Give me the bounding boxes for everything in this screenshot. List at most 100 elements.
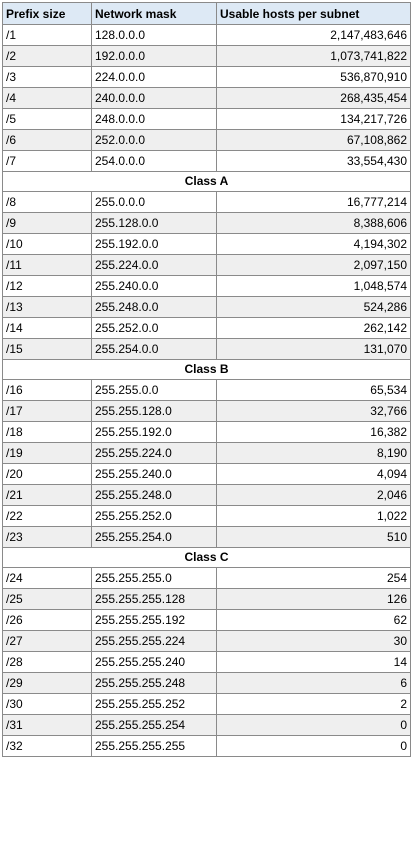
header-row: Prefix size Network mask Usable hosts pe… <box>2 2 411 25</box>
network-mask-cell: 240.0.0.0 <box>91 87 217 109</box>
usable-hosts-cell: 524,286 <box>216 296 411 318</box>
table-row: /6 252.0.0.0 67,108,862 <box>2 129 411 151</box>
prefix-size-cell: /28 <box>2 651 92 673</box>
network-mask-cell: 255.255.255.128 <box>91 588 217 610</box>
usable-hosts-cell: 2 <box>216 693 411 715</box>
prefix-size-cell: /10 <box>2 233 92 255</box>
prefix-size-cell: /14 <box>2 317 92 339</box>
usable-hosts-cell: 6 <box>216 672 411 694</box>
prefix-size-cell: /7 <box>2 150 92 172</box>
network-mask-cell: 255.255.254.0 <box>91 526 217 548</box>
prefix-size-cell: /13 <box>2 296 92 318</box>
class-label: Class C <box>2 547 411 568</box>
header-network-mask: Network mask <box>91 2 217 25</box>
network-mask-cell: 255.255.252.0 <box>91 505 217 527</box>
usable-hosts-cell: 1,073,741,822 <box>216 45 411 67</box>
network-mask-cell: 255.254.0.0 <box>91 338 217 360</box>
class-label: Class B <box>2 359 411 380</box>
prefix-size-cell: /20 <box>2 463 92 485</box>
prefix-size-cell: /8 <box>2 191 92 213</box>
table-row: /12 255.240.0.0 1,048,574 <box>2 275 411 297</box>
table-body: /1 128.0.0.0 2,147,483,646/2 192.0.0.0 1,073… <box>2 24 411 757</box>
usable-hosts-cell: 1,048,574 <box>216 275 411 297</box>
prefix-size-cell: /3 <box>2 66 92 88</box>
usable-hosts-cell: 16,777,214 <box>216 191 411 213</box>
network-mask-cell: 255.224.0.0 <box>91 254 217 276</box>
table-header: Prefix size Network mask Usable hosts pe… <box>2 2 411 25</box>
network-mask-cell: 255.255.248.0 <box>91 484 217 506</box>
usable-hosts-cell: 268,435,454 <box>216 87 411 109</box>
header-usable-hosts: Usable hosts per subnet <box>216 2 411 25</box>
table-row: /11 255.224.0.0 2,097,150 <box>2 254 411 276</box>
network-mask-cell: 255.0.0.0 <box>91 191 217 213</box>
prefix-size-cell: /29 <box>2 672 92 694</box>
table-row: /13 255.248.0.0 524,286 <box>2 296 411 318</box>
class-label: Class A <box>2 171 411 192</box>
prefix-size-cell: /30 <box>2 693 92 715</box>
table-row: /28 255.255.255.240 14 <box>2 651 411 673</box>
table-row: /32 255.255.255.255 0 <box>2 735 411 757</box>
table-row: /21 255.255.248.0 2,046 <box>2 484 411 506</box>
table-row: /26 255.255.255.192 62 <box>2 609 411 631</box>
network-mask-cell: 255.255.255.192 <box>91 609 217 631</box>
table-row: /20 255.255.240.0 4,094 <box>2 463 411 485</box>
network-mask-cell: 255.192.0.0 <box>91 233 217 255</box>
prefix-size-cell: /17 <box>2 400 92 422</box>
usable-hosts-cell: 0 <box>216 735 411 757</box>
table-row: /30 255.255.255.252 2 <box>2 693 411 715</box>
network-mask-cell: 255.240.0.0 <box>91 275 217 297</box>
network-mask-cell: 192.0.0.0 <box>91 45 217 67</box>
usable-hosts-cell: 4,194,302 <box>216 233 411 255</box>
usable-hosts-cell: 30 <box>216 630 411 652</box>
table-row: /24 255.255.255.0 254 <box>2 567 411 589</box>
usable-hosts-cell: 2,147,483,646 <box>216 24 411 46</box>
usable-hosts-cell: 254 <box>216 567 411 589</box>
usable-hosts-cell: 65,534 <box>216 379 411 401</box>
usable-hosts-cell: 1,022 <box>216 505 411 527</box>
prefix-size-cell: /27 <box>2 630 92 652</box>
page: Prefix size Network mask Usable hosts pe… <box>2 2 411 757</box>
usable-hosts-cell: 262,142 <box>216 317 411 339</box>
usable-hosts-cell: 8,388,606 <box>216 212 411 234</box>
class-label-row: Class B <box>2 359 411 380</box>
usable-hosts-cell: 134,217,726 <box>216 108 411 130</box>
table-row: /9 255.128.0.0 8,388,606 <box>2 212 411 234</box>
usable-hosts-cell: 62 <box>216 609 411 631</box>
prefix-size-cell: /19 <box>2 442 92 464</box>
network-mask-cell: 224.0.0.0 <box>91 66 217 88</box>
usable-hosts-cell: 510 <box>216 526 411 548</box>
table-row: /1 128.0.0.0 2,147,483,646 <box>2 24 411 46</box>
table-row: /31 255.255.255.254 0 <box>2 714 411 736</box>
table-row: /17 255.255.128.0 32,766 <box>2 400 411 422</box>
network-mask-cell: 255.255.255.248 <box>91 672 217 694</box>
table-row: /14 255.252.0.0 262,142 <box>2 317 411 339</box>
usable-hosts-cell: 4,094 <box>216 463 411 485</box>
network-mask-cell: 255.255.192.0 <box>91 421 217 443</box>
table-row: /15 255.254.0.0 131,070 <box>2 338 411 360</box>
network-mask-cell: 252.0.0.0 <box>91 129 217 151</box>
prefix-size-cell: /1 <box>2 24 92 46</box>
usable-hosts-cell: 32,766 <box>216 400 411 422</box>
prefix-size-cell: /9 <box>2 212 92 234</box>
prefix-size-cell: /21 <box>2 484 92 506</box>
usable-hosts-cell: 0 <box>216 714 411 736</box>
prefix-size-cell: /18 <box>2 421 92 443</box>
usable-hosts-cell: 16,382 <box>216 421 411 443</box>
usable-hosts-cell: 33,554,430 <box>216 150 411 172</box>
usable-hosts-cell: 131,070 <box>216 338 411 360</box>
prefix-size-cell: /15 <box>2 338 92 360</box>
prefix-size-cell: /26 <box>2 609 92 631</box>
table-row: /22 255.255.252.0 1,022 <box>2 505 411 527</box>
network-mask-cell: 255.255.255.0 <box>91 567 217 589</box>
subnet-table: Prefix size Network mask Usable hosts pe… <box>2 2 411 757</box>
prefix-size-cell: /5 <box>2 108 92 130</box>
prefix-size-cell: /11 <box>2 254 92 276</box>
prefix-size-cell: /24 <box>2 567 92 589</box>
network-mask-cell: 255.255.224.0 <box>91 442 217 464</box>
usable-hosts-cell: 67,108,862 <box>216 129 411 151</box>
header-prefix-size: Prefix size <box>2 2 92 25</box>
prefix-size-cell: /23 <box>2 526 92 548</box>
table-row: /2 192.0.0.0 1,073,741,822 <box>2 45 411 67</box>
prefix-size-cell: /22 <box>2 505 92 527</box>
usable-hosts-cell: 536,870,910 <box>216 66 411 88</box>
